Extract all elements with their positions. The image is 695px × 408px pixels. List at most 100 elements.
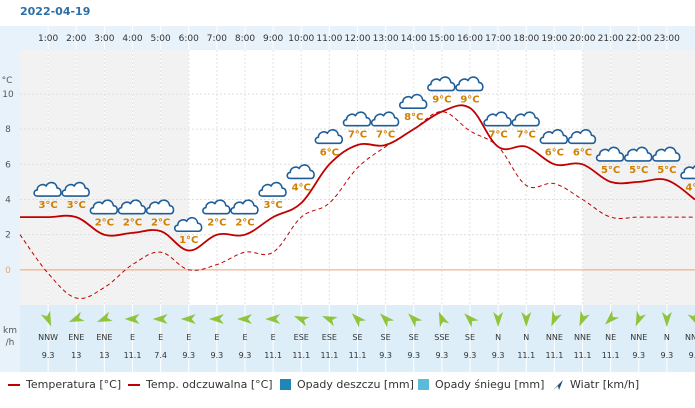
wind-speed-label: 9.3 — [661, 351, 674, 360]
y-tick-label: 2 — [5, 231, 11, 241]
cloud-icon — [230, 199, 259, 215]
hour-label: 22:00 — [626, 34, 652, 44]
temp-label: 2°C — [235, 218, 254, 229]
hour-label: 4:00 — [122, 34, 142, 44]
wind-arrow-icon — [687, 310, 695, 327]
wind-arrow-icon — [351, 313, 366, 328]
hour-label: 21:00 — [598, 34, 624, 44]
legend-item: Opady deszczu [mm] — [280, 378, 414, 391]
wind-arrow-icon — [321, 315, 338, 327]
cloud-icon — [511, 111, 540, 127]
cloud-icon — [398, 93, 428, 109]
wind-arrow-shape — [687, 310, 695, 327]
wind-arrow-shape — [293, 315, 310, 327]
wind-direction-label: SE — [352, 333, 362, 342]
wind-arrow-shape — [40, 310, 52, 327]
wind-direction-label: ENE — [96, 333, 112, 342]
wind-direction-label: E — [271, 333, 276, 342]
y-tick-label: 6 — [5, 160, 11, 170]
wind-speed-label: 11.1 — [292, 351, 310, 360]
wind-arrow-icon — [265, 314, 281, 324]
wind-speed-label: 11.1 — [545, 351, 563, 360]
wind-arrow-shape — [68, 311, 85, 323]
cloud-icon — [286, 164, 315, 180]
wind-arrow-icon — [152, 314, 168, 324]
wind-speed-label: 11.1 — [320, 351, 338, 360]
wind-arrow-icon — [379, 313, 395, 328]
hour-label: 14:00 — [401, 34, 427, 44]
wind-direction-label: N — [523, 333, 529, 342]
wind-arrow-shape — [124, 314, 140, 324]
wind-arrow-icon — [604, 310, 620, 325]
temp-label: 5°C — [601, 165, 620, 176]
temp-label: 3°C — [263, 200, 282, 211]
cloud-icon-shape — [398, 93, 428, 109]
y-tick-label: 4 — [5, 195, 11, 205]
cloud-icon — [427, 76, 456, 92]
cloud-icon — [483, 111, 512, 127]
chart-date: 2022-04-19 — [20, 5, 91, 18]
hour-label: 7:00 — [207, 34, 227, 44]
wind-direction-label: E — [214, 333, 219, 342]
temp-label: 4°C — [292, 182, 311, 193]
left-axis-band — [0, 26, 20, 372]
temp-label: 6°C — [320, 147, 339, 158]
wind-speed-label: 9.3 — [632, 351, 645, 360]
cloud-icon — [595, 146, 625, 162]
cloud-icon-shape — [370, 111, 400, 127]
cloud-icon-shape — [314, 129, 344, 145]
wind-arrow-icon — [438, 311, 450, 328]
hour-label: 12:00 — [345, 34, 371, 44]
temp-label: 3°C — [67, 200, 86, 211]
wind-direction-label: NNE — [630, 333, 647, 342]
cloud-icon-shape — [511, 111, 540, 127]
wind-unit-label: /h — [6, 338, 15, 348]
legend-label: Temperatura [°C] — [26, 378, 122, 391]
legend-item: Opady śniegu [mm] — [418, 378, 544, 391]
legend-item: Wiatr [km/h] — [552, 378, 639, 391]
cloud-icon-shape — [173, 216, 203, 233]
wind-arrow-shape — [379, 313, 395, 328]
hour-label: 19:00 — [541, 34, 567, 44]
wind-arrow-icon — [553, 379, 563, 390]
wind-arrow-icon — [493, 312, 504, 327]
temperature-line — [20, 104, 695, 252]
cloud-icon-shape — [427, 76, 456, 92]
wind-speed-label: 9.3 — [379, 351, 392, 360]
cloud-icon — [567, 129, 597, 145]
wind-direction-label: N — [664, 333, 670, 342]
wind-direction-label: E — [242, 333, 247, 342]
cloud-icon-shape — [258, 181, 287, 197]
legend-item: Temperatura [°C] — [8, 378, 121, 391]
cloud-icon — [258, 181, 287, 197]
wind-speed-label: 9.3 — [42, 351, 55, 360]
temp-label: 7°C — [517, 130, 536, 141]
hour-label: 2:00 — [66, 34, 86, 44]
y-tick-label: 8 — [5, 125, 11, 135]
temp-label: 7°C — [376, 130, 395, 141]
temp-label: 2°C — [151, 218, 170, 229]
temp-label: 5°C — [629, 165, 648, 176]
wind-arrow-shape — [438, 311, 450, 328]
wind-direction-label: SE — [409, 333, 419, 342]
temp-label: 6°C — [545, 147, 564, 158]
weather-chart: 1:00 2:00 3:00 4:00 5:00 6:00 7:00 8:00 9:00 10:0… — [0, 26, 695, 372]
hour-label: 16:00 — [457, 34, 483, 44]
temp-label: 2°C — [123, 218, 142, 229]
wind-arrow-shape — [321, 315, 338, 327]
wind-direction-label: SSE — [434, 333, 449, 342]
hour-label: 23:00 — [654, 34, 680, 44]
wind-arrow-icon — [68, 311, 85, 323]
wind-arrow-shape — [493, 312, 504, 327]
cloud-icon — [539, 129, 569, 145]
cloud-icon — [173, 216, 203, 233]
cloud-icon — [33, 181, 62, 197]
legend-box-swatch — [418, 379, 429, 390]
wind-direction-label: NNE — [574, 333, 591, 342]
legend-line-swatch — [128, 383, 140, 386]
cloud-icon — [117, 199, 147, 215]
wind-speed-label: 9.3 — [407, 351, 420, 360]
cloud-icon-shape — [567, 129, 597, 145]
hour-label: 9:00 — [263, 34, 283, 44]
temp-label: 6°C — [573, 147, 592, 158]
